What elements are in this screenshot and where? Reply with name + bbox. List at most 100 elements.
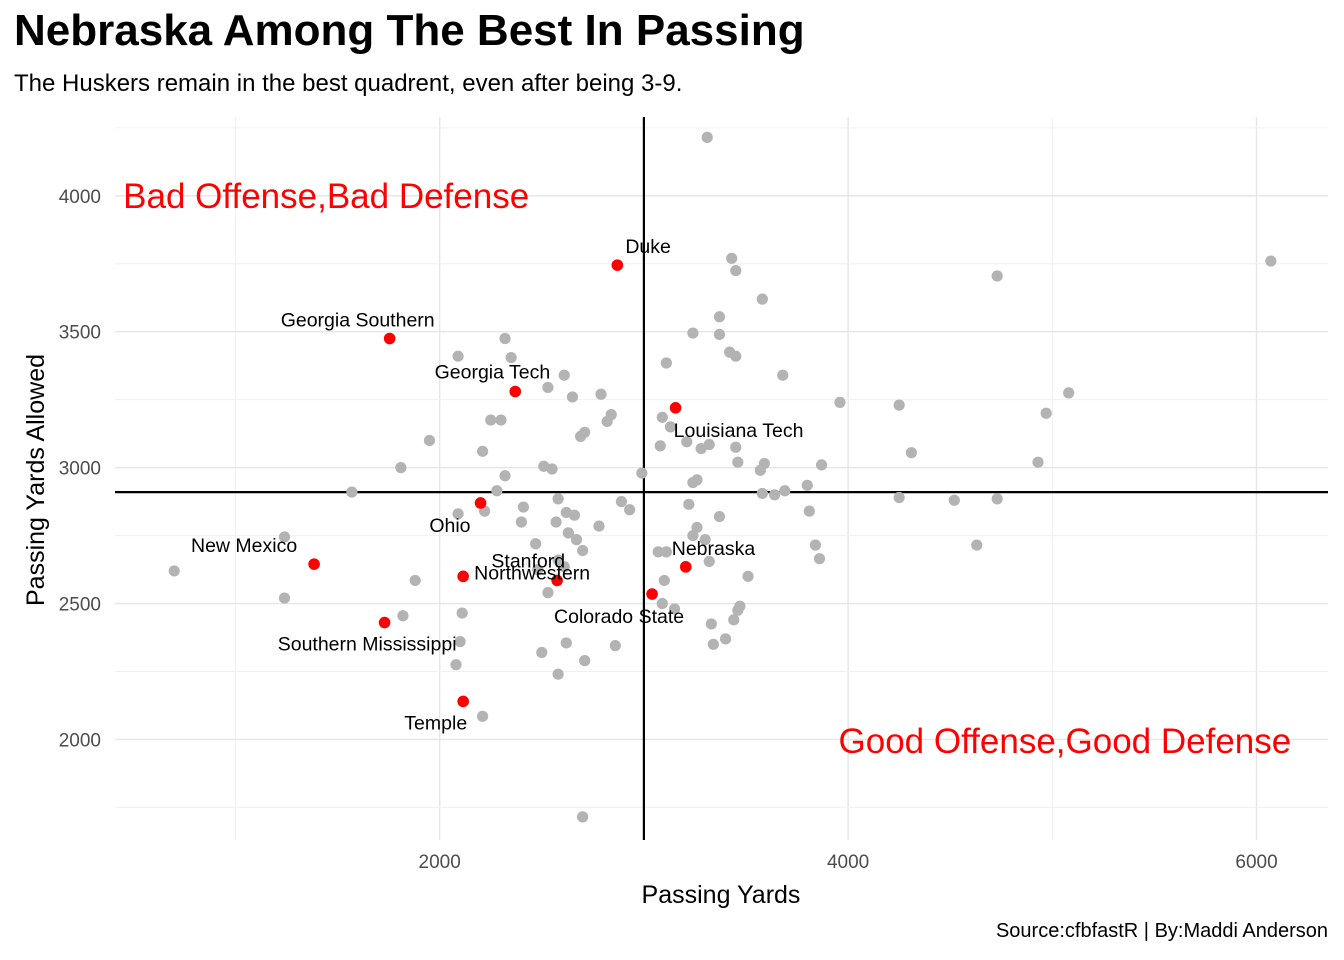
data-point [278, 592, 291, 604]
data-point [681, 436, 693, 448]
data-point [664, 421, 677, 433]
highlighted-point [679, 561, 692, 573]
data-point [579, 655, 591, 667]
data-point [991, 270, 1003, 282]
data-point [558, 369, 570, 381]
point-label: Duke [625, 236, 671, 258]
data-point [732, 604, 744, 616]
data-point [905, 447, 918, 459]
point-label: Nebraska [672, 538, 756, 560]
highlighted-point [383, 332, 396, 345]
data-point [730, 264, 742, 277]
data-point [707, 638, 719, 650]
data-point [552, 493, 564, 505]
highlighted-point [457, 695, 469, 708]
y-tick-label: 3500 [59, 323, 101, 344]
x-axis-title: Passing Yards [642, 881, 801, 909]
data-point [801, 479, 813, 491]
data-point [546, 463, 558, 475]
data-points [168, 131, 1277, 823]
data-point [893, 399, 905, 411]
quadrant-annotation: Good Offense,Good Defense [839, 722, 1292, 761]
data-point [654, 440, 666, 452]
data-point [893, 491, 905, 504]
x-tick-label: 4000 [827, 852, 869, 873]
highlighted-points [308, 259, 692, 708]
data-point [1040, 407, 1052, 419]
data-point [834, 396, 846, 408]
data-point [278, 531, 291, 543]
data-point [636, 467, 648, 479]
y-tick-label: 2000 [59, 730, 101, 751]
data-point [609, 640, 621, 652]
data-point [499, 470, 511, 482]
data-point [726, 252, 738, 264]
data-point [652, 546, 664, 558]
data-point [742, 570, 754, 582]
highlighted-point [646, 588, 658, 600]
data-point [601, 415, 613, 428]
y-tick-label: 2500 [59, 595, 101, 616]
data-point [456, 607, 468, 619]
data-point [560, 637, 572, 649]
data-point [803, 505, 815, 517]
data-point [732, 456, 744, 468]
data-point [713, 328, 726, 341]
point-labels: Duke Georgia Southern Georgia Tech Louisian… [191, 236, 803, 734]
data-point [699, 534, 711, 546]
data-point [593, 520, 605, 532]
data-point [595, 388, 607, 400]
data-point [971, 539, 983, 551]
data-point [687, 529, 699, 542]
data-point [536, 646, 548, 659]
chart-subtitle: The Huskers remain in the best quadrent,… [14, 70, 683, 97]
point-label: Northwestern [474, 562, 590, 584]
data-point [530, 538, 542, 550]
data-point [562, 527, 574, 539]
highlighted-point [457, 570, 469, 583]
x-tick-label: 2000 [419, 852, 461, 873]
data-point [550, 516, 562, 528]
data-point [701, 131, 713, 143]
data-point [1032, 456, 1044, 468]
data-point [423, 434, 436, 447]
y-tick-label: 4000 [59, 187, 101, 208]
y-axis-title: Passing Yards Allowed [22, 354, 50, 606]
data-point [658, 574, 670, 587]
data-point [668, 603, 681, 615]
data-point [499, 332, 511, 345]
data-point [809, 539, 822, 551]
data-point [624, 504, 636, 516]
data-point [705, 618, 717, 630]
data-point [815, 459, 828, 471]
data-point [495, 414, 507, 426]
point-label: Georgia Southern [281, 310, 435, 332]
highlighted-point [611, 259, 624, 271]
data-point [713, 311, 726, 323]
data-point [777, 369, 789, 381]
point-label: Southern Mississippi [278, 634, 457, 656]
data-point [505, 351, 517, 364]
data-point [454, 635, 466, 648]
data-point [574, 430, 587, 442]
data-point [542, 587, 554, 599]
data-point [397, 610, 409, 622]
data-point [756, 293, 768, 305]
data-point [450, 659, 462, 671]
data-point [566, 391, 579, 403]
data-point [577, 544, 589, 557]
source-caption: Source:cfbfastR | By:Maddi Anderson [995, 920, 1328, 942]
data-point [948, 494, 960, 506]
data-point [615, 496, 628, 508]
data-point [485, 414, 497, 426]
data-point [346, 486, 358, 498]
data-point [577, 811, 589, 823]
tick-labels: 2000 4000 6000 2000 2500 3000 3500 4000 [59, 187, 1278, 873]
data-point [452, 508, 464, 520]
highlighted-point [669, 402, 682, 414]
point-label: Colorado State [554, 606, 684, 628]
highlighted-point [551, 574, 563, 587]
data-point [1265, 255, 1277, 267]
data-point [476, 445, 489, 457]
